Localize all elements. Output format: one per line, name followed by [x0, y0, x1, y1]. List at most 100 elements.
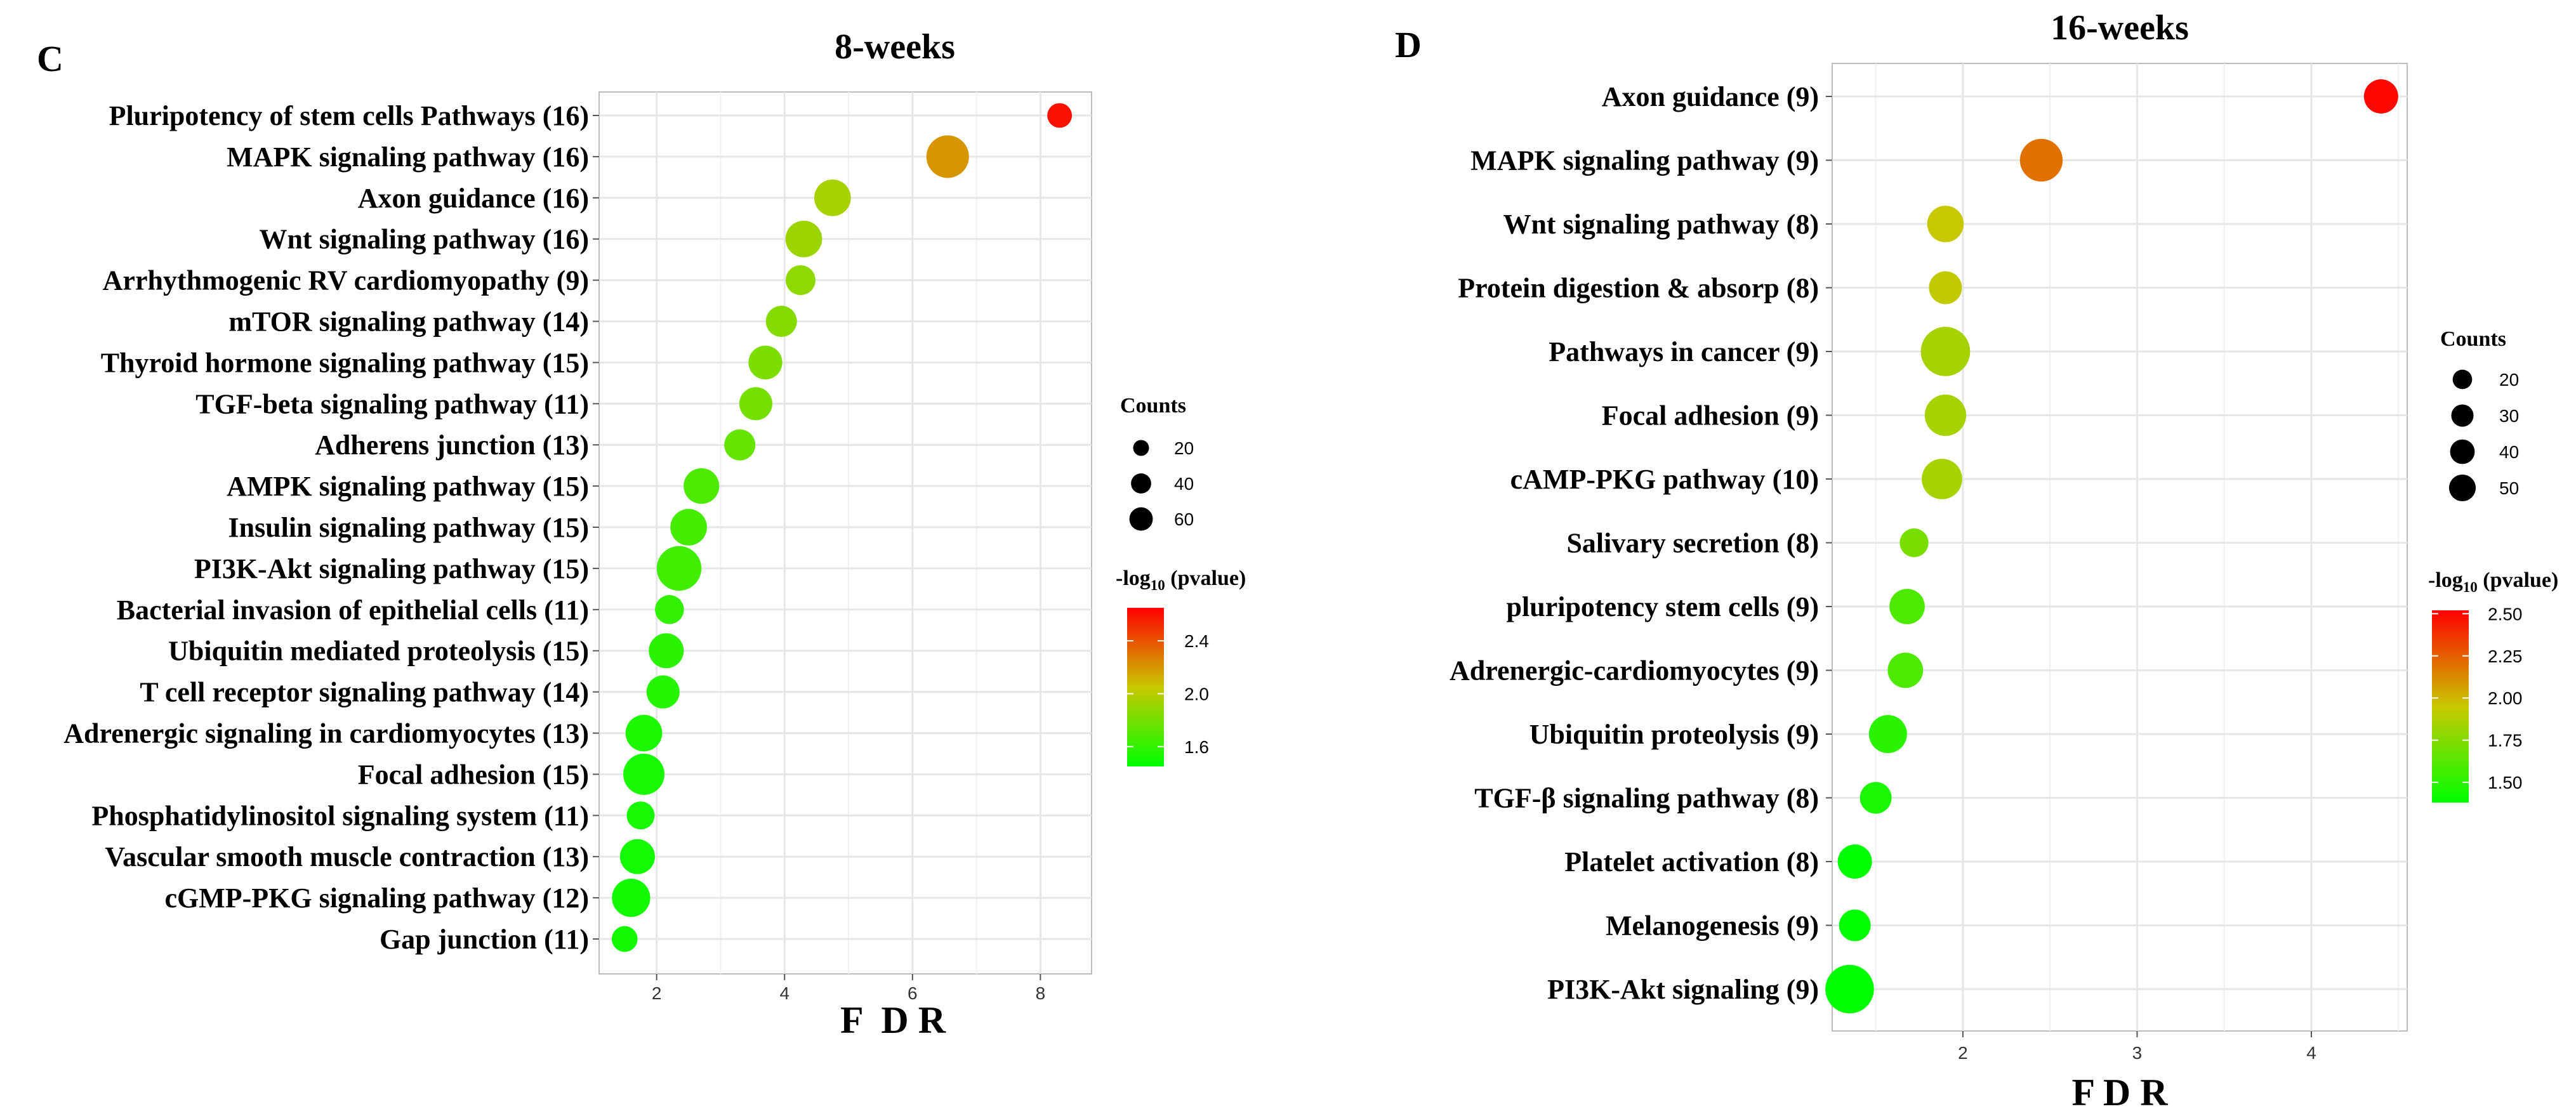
- x-axis-title-c: F D R: [840, 999, 946, 1041]
- category-label: Adrenergic-cardiomyocytes (9): [1450, 655, 1819, 686]
- size-legend-label: 50: [2499, 478, 2519, 498]
- data-point: [739, 387, 772, 421]
- size-legend-dot: [2452, 369, 2473, 390]
- category-label: Melanogenesis (9): [1606, 910, 1819, 942]
- category-label: T cell receptor signaling pathway (14): [140, 677, 589, 708]
- x-tick-label: 3: [2132, 1043, 2143, 1063]
- color-legend-label: 2.4: [1184, 631, 1209, 651]
- category-label: Phosphatidylinositol signaling system (1…: [91, 800, 589, 831]
- category-label: Focal adhesion (15): [358, 759, 589, 790]
- data-point: [656, 546, 702, 591]
- size-legend-label: 20: [1174, 438, 1194, 458]
- data-point: [765, 306, 797, 337]
- category-label: Salivary secretion (8): [1566, 528, 1819, 559]
- data-point: [626, 801, 655, 830]
- data-point: [748, 345, 783, 380]
- size-legend-dot: [1133, 440, 1149, 456]
- size-legend-dot: [1131, 473, 1151, 494]
- size-legend-label: 30: [2499, 406, 2519, 426]
- category-label: PI3K-Akt signaling (9): [1547, 974, 1819, 1005]
- data-point: [1825, 964, 1874, 1014]
- color-legend-title-c: -log10 (pvalue): [1116, 567, 1246, 593]
- data-point: [611, 926, 638, 952]
- category-label: Protein digestion & absorp (8): [1458, 273, 1819, 304]
- data-point: [1859, 782, 1892, 814]
- size-legend-dot: [2450, 439, 2475, 464]
- color-legend-label: 1.75: [2488, 731, 2523, 751]
- size-legend-dot: [2448, 474, 2476, 502]
- category-label: Pluripotency of stem cells Pathways (16): [109, 100, 589, 131]
- category-label: PI3K-Akt signaling pathway (15): [194, 553, 589, 584]
- data-point: [1922, 459, 1962, 499]
- size-legend-dot: [1129, 507, 1153, 531]
- data-point: [785, 265, 816, 296]
- category-label: AMPK signaling pathway (15): [227, 471, 589, 502]
- data-point: [2363, 79, 2398, 114]
- data-point: [2019, 138, 2063, 182]
- size-legend-label: 40: [2499, 442, 2519, 462]
- data-point: [1837, 844, 1872, 879]
- category-label: Arrhythmogenic RV cardiomyopathy (9): [103, 265, 589, 296]
- category-label: MAPK signaling pathway (16): [227, 141, 589, 173]
- category-label: Wnt signaling pathway (8): [1503, 209, 1819, 240]
- data-point: [1924, 394, 1967, 437]
- data-point: [1929, 271, 1962, 305]
- color-legend-title-d: -log10 (pvalue): [2428, 568, 2558, 595]
- category-label: Adherens junction (13): [315, 430, 589, 461]
- x-tick-label: 8: [1036, 983, 1046, 1003]
- data-point: [1899, 528, 1929, 558]
- data-point: [814, 179, 851, 216]
- data-point: [646, 675, 680, 709]
- category-label: Platelet activation (8): [1564, 846, 1819, 877]
- category-label: Bacterial invasion of epithelial cells (…: [117, 594, 589, 626]
- category-label: TGF-β signaling pathway (8): [1474, 783, 1819, 814]
- category-label: Adrenergic signaling in cardiomyocytes (…: [63, 718, 589, 749]
- panel-title-c: 8-weeks: [835, 27, 955, 67]
- category-label: Thyroid hormone signaling pathway (15): [101, 347, 589, 378]
- data-point: [1889, 589, 1925, 624]
- category-label: Wnt signaling pathway (16): [259, 224, 589, 255]
- category-label: Ubiquitin proteolysis (9): [1529, 719, 1819, 750]
- size-legend-title-c: Counts: [1120, 394, 1186, 417]
- data-point: [670, 509, 707, 546]
- data-point: [619, 839, 655, 874]
- data-point: [612, 878, 651, 917]
- panel-letter-d: D: [1395, 24, 1422, 65]
- data-point: [1868, 715, 1907, 753]
- data-point: [655, 595, 684, 624]
- color-legend-label: 2.50: [2488, 604, 2523, 624]
- data-point: [623, 753, 665, 795]
- data-point: [649, 633, 684, 669]
- data-point: [1887, 652, 1924, 688]
- color-legend-bar-c: [1127, 608, 1164, 766]
- data-point: [684, 468, 720, 504]
- data-point: [1920, 327, 1971, 376]
- data-point: [1839, 909, 1871, 942]
- category-label: Focal adhesion (9): [1602, 400, 1819, 431]
- panel-title-d: 16-weeks: [2051, 8, 2189, 48]
- data-point: [785, 220, 822, 258]
- x-tick-label: 2: [652, 983, 662, 1003]
- category-label: Axon guidance (16): [358, 183, 589, 214]
- data-point: [1047, 103, 1073, 128]
- category-label: Pathways in cancer (9): [1549, 336, 1819, 367]
- color-legend-label: 1.50: [2488, 773, 2523, 792]
- category-label: mTOR signaling pathway (14): [228, 306, 589, 338]
- category-label: pluripotency stem cells (9): [1507, 591, 1819, 622]
- panel-letter-c: C: [37, 38, 63, 79]
- size-legend-label: 60: [1174, 509, 1194, 529]
- x-tick-label: 2: [1958, 1043, 1968, 1063]
- data-point: [1927, 206, 1964, 242]
- color-legend-label: 2.00: [2488, 688, 2523, 708]
- data-point: [926, 135, 969, 178]
- color-legend-label: 2.0: [1184, 684, 1209, 704]
- x-tick-label: 6: [908, 983, 918, 1003]
- category-label: Ubiquitin mediated proteolysis (15): [168, 636, 589, 667]
- size-legend-dot: [2451, 404, 2474, 427]
- color-legend-label: 2.25: [2488, 647, 2523, 666]
- size-legend-label: 40: [1174, 474, 1194, 494]
- size-legend-title-d: Counts: [2440, 327, 2506, 351]
- x-tick-label: 4: [2306, 1043, 2316, 1063]
- category-label: Axon guidance (9): [1602, 81, 1819, 112]
